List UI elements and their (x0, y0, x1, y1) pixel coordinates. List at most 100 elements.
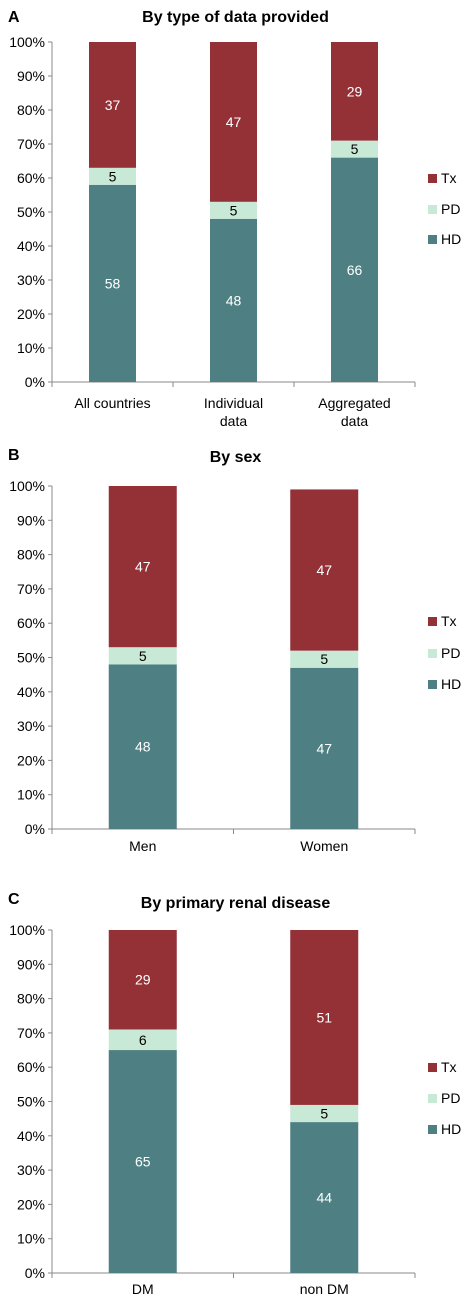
data-label: 48 (135, 739, 151, 755)
x-category-label: data (341, 413, 368, 429)
bar-segment-tx (290, 489, 359, 651)
y-tick-label: 50% (17, 1094, 45, 1110)
y-tick-label: 20% (17, 752, 45, 768)
bar-segment-tx (210, 42, 257, 202)
data-label: 47 (226, 114, 242, 130)
y-tick-label: 10% (17, 340, 45, 356)
y-tick-label: 70% (17, 581, 45, 597)
legend-swatch-hd (428, 235, 437, 244)
data-label: 6 (139, 1032, 147, 1048)
data-label: 5 (139, 648, 147, 664)
y-tick-label: 80% (17, 547, 45, 563)
y-tick-label: 60% (17, 170, 45, 186)
legend-label: HD (441, 231, 461, 247)
bar-segment-pd (331, 140, 378, 158)
y-tick-label: 60% (17, 1059, 45, 1075)
x-category-label: Individual (204, 395, 263, 411)
legend-label: Tx (441, 1059, 457, 1075)
panel-letter: C (8, 891, 20, 908)
panel-letter: B (8, 447, 20, 464)
data-label: 5 (109, 168, 117, 184)
y-tick-label: 70% (17, 136, 45, 152)
bar-segment-pd (108, 1029, 177, 1051)
y-tick-label: 90% (17, 512, 45, 528)
x-category-label: Aggregated (318, 395, 390, 411)
y-tick-label: 100% (9, 34, 45, 50)
legend-label: HD (441, 1121, 461, 1137)
bar-segment-tx (331, 42, 378, 141)
x-category-label: data (220, 413, 247, 429)
y-tick-label: 40% (17, 1128, 45, 1144)
panel-letter: A (8, 9, 20, 26)
bar-segment-hd (210, 218, 257, 382)
y-tick-label: 50% (17, 650, 45, 666)
data-label: 58 (105, 275, 121, 291)
y-tick-label: 30% (17, 1162, 45, 1178)
y-tick-label: 40% (17, 238, 45, 254)
x-category-label: DM (132, 1281, 154, 1297)
y-tick-label: 90% (17, 956, 45, 972)
bar-segment-hd (290, 667, 359, 829)
y-tick-label: 0% (25, 821, 45, 837)
y-tick-label: 80% (17, 991, 45, 1007)
y-tick-label: 70% (17, 1025, 45, 1041)
data-label: 48 (226, 292, 242, 308)
x-category-label: non DM (300, 1281, 349, 1297)
legend-label: PD (441, 645, 460, 661)
bar-segment-hd (108, 1050, 177, 1273)
y-tick-label: 40% (17, 684, 45, 700)
data-label: 47 (316, 562, 332, 578)
bar-segment-hd (108, 664, 177, 829)
y-tick-label: 90% (17, 68, 45, 84)
bar-segment-pd (108, 647, 177, 665)
data-label: 66 (347, 262, 363, 278)
legend-swatch-pd (428, 649, 437, 658)
y-tick-label: 0% (25, 374, 45, 390)
legend-swatch-pd (428, 1094, 437, 1103)
x-category-label: Men (129, 838, 156, 854)
y-tick-label: 20% (17, 306, 45, 322)
bar-segment-tx (108, 930, 177, 1030)
legend-swatch-tx (428, 174, 437, 183)
bar-segment-tx (108, 486, 177, 648)
bar-segment-hd (89, 184, 136, 382)
chart-panel-b: B By sex 0% 10% 20% 30% 40% 50% 60% 70% 80% 90% 100%… (8, 447, 461, 854)
data-label: 29 (347, 83, 363, 99)
y-tick-label: 100% (9, 922, 45, 938)
y-tick-label: 80% (17, 102, 45, 118)
legend-swatch-hd (428, 1125, 437, 1134)
y-tick-label: 60% (17, 615, 45, 631)
bar-segment-pd (290, 1104, 359, 1123)
y-tick-label: 100% (9, 478, 45, 494)
y-tick-label: 10% (17, 787, 45, 803)
legend-label: HD (441, 676, 461, 692)
y-tick-label: 30% (17, 718, 45, 734)
chart-title: By sex (210, 449, 262, 466)
data-label: 29 (135, 972, 151, 988)
data-label: 37 (105, 97, 121, 113)
legend-label: PD (441, 1090, 460, 1106)
data-label: 5 (351, 141, 359, 157)
y-tick-label: 0% (25, 1265, 45, 1281)
data-label: 5 (320, 1106, 328, 1122)
data-label: 5 (230, 202, 238, 218)
y-tick-label: 10% (17, 1231, 45, 1247)
data-label: 47 (135, 559, 151, 575)
legend-swatch-pd (428, 205, 437, 214)
legend-swatch-hd (428, 680, 437, 689)
bar-segment-pd (290, 650, 359, 668)
chart-title: By type of data provided (142, 9, 329, 26)
y-tick-label: 30% (17, 272, 45, 288)
chart-panel-a: A By type of data provided 0% 10% 20% 30% 40% 5… (8, 9, 461, 429)
data-label: 47 (316, 740, 332, 756)
data-label: 5 (320, 651, 328, 667)
chart-panel-c: C By primary renal disease 0% 10% 20% 30% 40% 5… (8, 891, 461, 1297)
y-tick-label: 50% (17, 204, 45, 220)
x-category-label: All countries (74, 395, 150, 411)
legend-swatch-tx (428, 1063, 437, 1072)
bar-segment-hd (331, 157, 378, 382)
legend-label: Tx (441, 170, 457, 186)
data-label: 44 (316, 1190, 332, 1206)
data-label: 65 (135, 1154, 151, 1170)
